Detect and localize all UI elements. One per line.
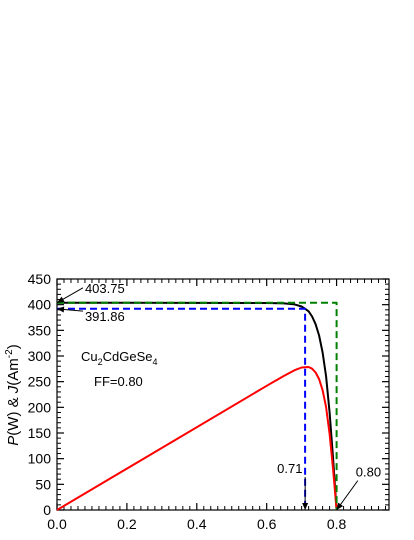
- annotation-label: 0.71: [277, 461, 302, 476]
- annotation-arrow-head: [302, 503, 308, 510]
- material-label: Cu2CdGeSe4: [81, 349, 158, 367]
- y-tick-label: 450: [28, 271, 52, 287]
- y-tick-label: 50: [35, 476, 51, 492]
- y-tick-label: 350: [28, 322, 52, 338]
- current-density-curve: [57, 303, 337, 510]
- x-tick-label: 0.2: [117, 516, 137, 532]
- x-tick-label: 0.0: [47, 516, 67, 532]
- annotation-arrow-head: [337, 503, 344, 510]
- voc-isc-dashed-line: [57, 303, 337, 510]
- y-tick-label: 400: [28, 297, 52, 313]
- y-tick-label: 250: [28, 374, 52, 390]
- y-tick-label: 150: [28, 425, 52, 441]
- annotation-label: 391.86: [85, 309, 125, 324]
- fill-factor-label: FF=0.80: [94, 374, 143, 389]
- y-axis-label: P(W) & J(Am-2): [4, 344, 22, 445]
- annotation-label: 403.75: [85, 281, 125, 296]
- y-tick-label: 200: [28, 399, 52, 415]
- x-tick-label: 0.6: [257, 516, 277, 532]
- mpp-dashed-line: [57, 309, 305, 510]
- annotation-label: 0.80: [356, 465, 381, 480]
- y-tick-label: 100: [28, 451, 52, 467]
- x-tick-label: 0.8: [327, 516, 347, 532]
- x-tick-label: 0.4: [187, 516, 207, 532]
- y-tick-label: 300: [28, 348, 52, 364]
- y-tick-label: 0: [43, 502, 51, 518]
